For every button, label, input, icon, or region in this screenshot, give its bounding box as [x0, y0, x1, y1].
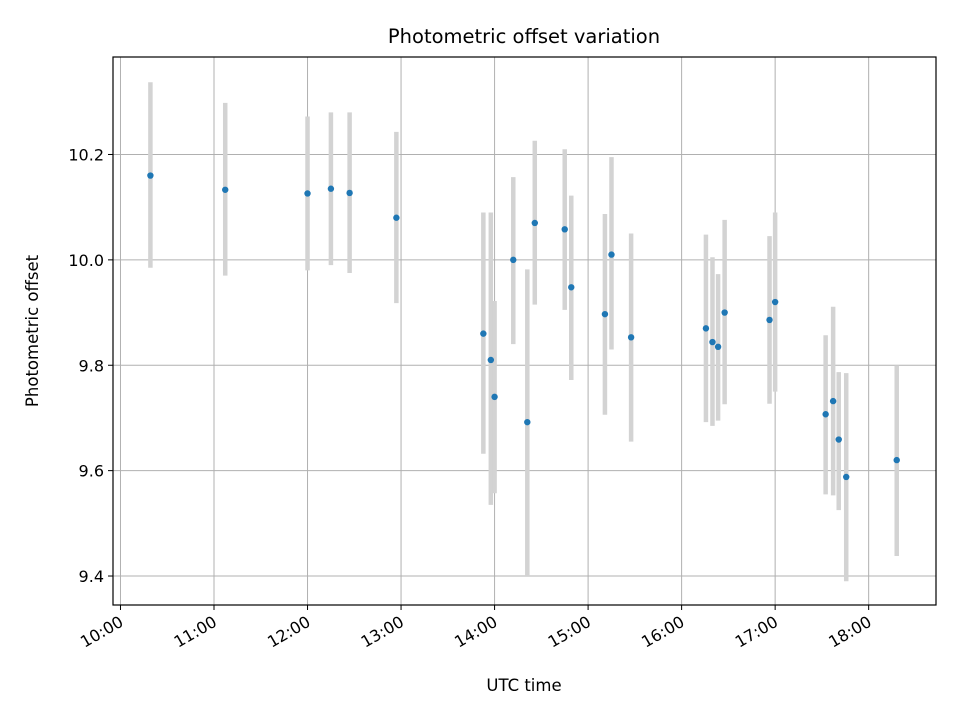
y-tick-label: 10.0 — [68, 251, 104, 270]
grid-lines — [113, 57, 936, 605]
data-point — [222, 186, 229, 193]
data-point — [835, 436, 842, 443]
x-axis-label: UTC time — [486, 676, 561, 695]
x-tick-label: 12:00 — [264, 612, 313, 652]
y-tick-label: 10.2 — [68, 145, 104, 164]
data-point — [702, 325, 710, 332]
data-point — [771, 298, 779, 306]
data-point — [491, 393, 498, 401]
data-point — [304, 190, 311, 197]
data-point — [601, 310, 609, 318]
data-point — [393, 214, 400, 221]
y-tick-label: 9.8 — [79, 356, 104, 375]
data-point — [627, 334, 635, 341]
data-point — [714, 343, 722, 351]
data-point — [608, 251, 615, 258]
data-point — [843, 473, 850, 481]
data-point — [510, 256, 517, 264]
error-bars — [148, 82, 899, 582]
x-tick-label: 15:00 — [545, 612, 594, 652]
x-tick-label: 17:00 — [732, 612, 781, 652]
data-point — [524, 418, 531, 426]
data-point — [480, 330, 487, 337]
x-tick-label: 10:00 — [77, 612, 126, 652]
y-tick-label: 9.6 — [79, 462, 104, 481]
data-point — [327, 185, 335, 192]
x-tick-label: 16:00 — [638, 612, 687, 652]
plot-frame — [112, 56, 937, 606]
y-axis-ticks: 9.4 9.6 9.8 10.0 10.2 — [68, 145, 113, 586]
y-axis-label: Photometric offset — [23, 254, 42, 407]
data-point — [893, 456, 900, 464]
data-point — [487, 356, 495, 364]
x-axis-ticks: 10:00 11:00 12:00 13:00 14:00 15:00 16:00 17:00… — [77, 605, 875, 652]
data-point — [822, 411, 829, 418]
chart-title: Photometric offset variation — [388, 25, 660, 48]
x-tick-label: 13:00 — [358, 612, 407, 652]
data-point — [147, 172, 154, 179]
data-point — [568, 284, 575, 291]
x-tick-label: 11:00 — [171, 612, 220, 652]
data-point — [721, 309, 728, 316]
data-point — [829, 397, 837, 405]
y-tick-label: 9.4 — [79, 567, 104, 586]
data-point — [709, 338, 716, 346]
data-point — [766, 316, 773, 324]
data-point — [346, 189, 353, 197]
data-points — [147, 172, 900, 481]
x-tick-label: 18:00 — [825, 612, 874, 652]
data-point — [531, 219, 538, 227]
x-tick-label: 14:00 — [451, 612, 500, 652]
data-point — [561, 226, 568, 233]
